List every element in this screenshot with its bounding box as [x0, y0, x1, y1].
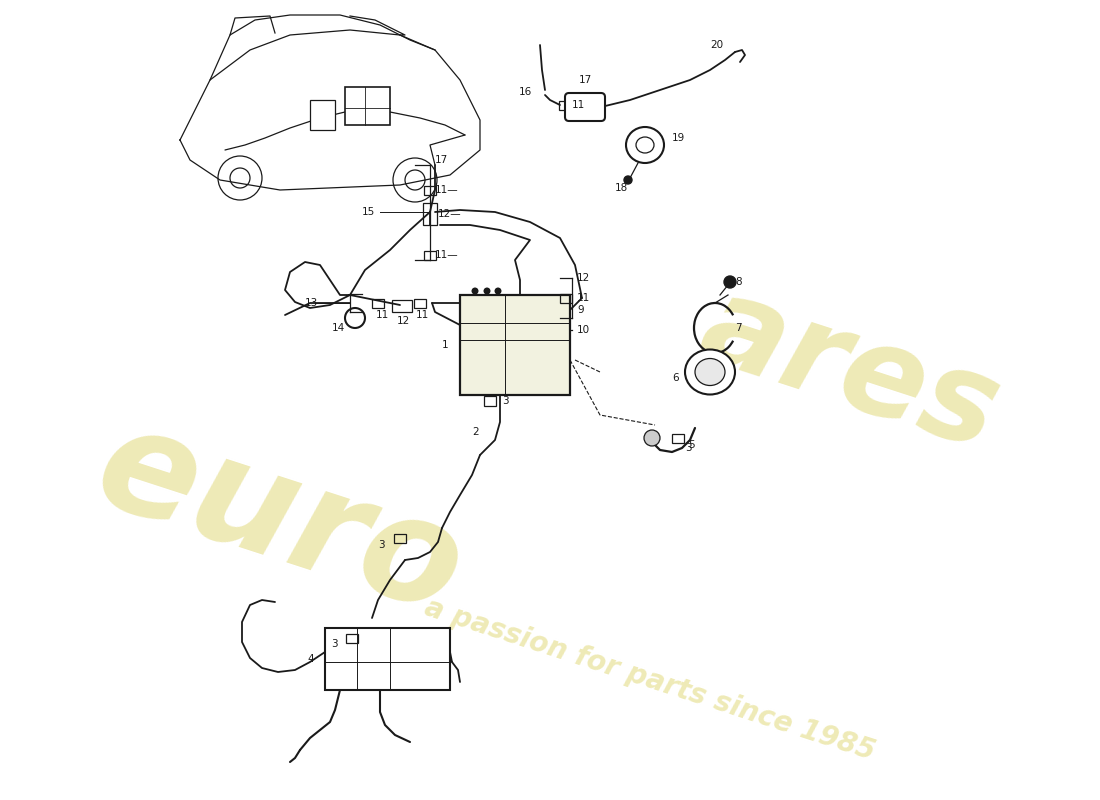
- Text: 11: 11: [375, 310, 388, 320]
- Text: 8: 8: [735, 277, 741, 287]
- Text: 18: 18: [615, 183, 628, 193]
- Text: 15: 15: [362, 207, 375, 217]
- Bar: [484, 397, 496, 406]
- Circle shape: [724, 276, 736, 288]
- Text: a passion for parts since 1985: a passion for parts since 1985: [421, 594, 879, 766]
- Text: 13: 13: [305, 298, 318, 308]
- Text: 12: 12: [396, 316, 409, 326]
- Bar: [424, 250, 436, 259]
- Bar: [424, 186, 436, 194]
- Bar: [560, 294, 572, 302]
- Text: euro: euro: [80, 395, 480, 645]
- FancyBboxPatch shape: [460, 295, 570, 395]
- Text: 19: 19: [672, 133, 685, 143]
- Bar: [559, 101, 571, 110]
- Text: 20: 20: [710, 40, 723, 50]
- Text: 3: 3: [685, 443, 692, 453]
- Text: 3: 3: [331, 639, 338, 649]
- Bar: [394, 534, 406, 542]
- Ellipse shape: [626, 127, 664, 163]
- Ellipse shape: [685, 350, 735, 394]
- Text: 11: 11: [578, 293, 591, 303]
- Circle shape: [472, 287, 478, 294]
- Text: 12—: 12—: [438, 209, 462, 219]
- Text: 11: 11: [572, 100, 585, 110]
- Text: 12: 12: [578, 273, 591, 283]
- Text: 17: 17: [579, 75, 592, 85]
- Text: 3: 3: [502, 396, 508, 406]
- Text: 11—: 11—: [434, 250, 459, 260]
- Bar: [392, 300, 412, 312]
- Text: 5: 5: [688, 440, 694, 450]
- Text: 11—: 11—: [434, 185, 459, 195]
- Ellipse shape: [636, 137, 654, 153]
- Text: 6: 6: [672, 373, 679, 383]
- Text: 3: 3: [378, 540, 385, 550]
- Text: 16: 16: [518, 87, 531, 97]
- Text: 14: 14: [331, 323, 344, 333]
- Text: 11: 11: [416, 310, 429, 320]
- FancyBboxPatch shape: [310, 100, 336, 130]
- Bar: [414, 298, 426, 307]
- Bar: [672, 434, 684, 442]
- Bar: [372, 298, 384, 307]
- Text: 10: 10: [578, 325, 590, 335]
- Text: ares: ares: [686, 266, 1014, 474]
- Text: 2: 2: [472, 427, 478, 437]
- Circle shape: [495, 287, 502, 294]
- Circle shape: [484, 287, 491, 294]
- Text: 1: 1: [442, 340, 449, 350]
- Text: 9: 9: [578, 305, 584, 315]
- Text: 4: 4: [307, 654, 314, 664]
- FancyBboxPatch shape: [324, 628, 450, 690]
- Text: 7: 7: [735, 323, 741, 333]
- Circle shape: [644, 430, 660, 446]
- Bar: [424, 203, 437, 225]
- Text: 17: 17: [434, 155, 449, 165]
- Ellipse shape: [695, 358, 725, 386]
- FancyBboxPatch shape: [345, 87, 390, 125]
- FancyBboxPatch shape: [565, 93, 605, 121]
- Bar: [346, 634, 358, 642]
- Circle shape: [624, 176, 632, 184]
